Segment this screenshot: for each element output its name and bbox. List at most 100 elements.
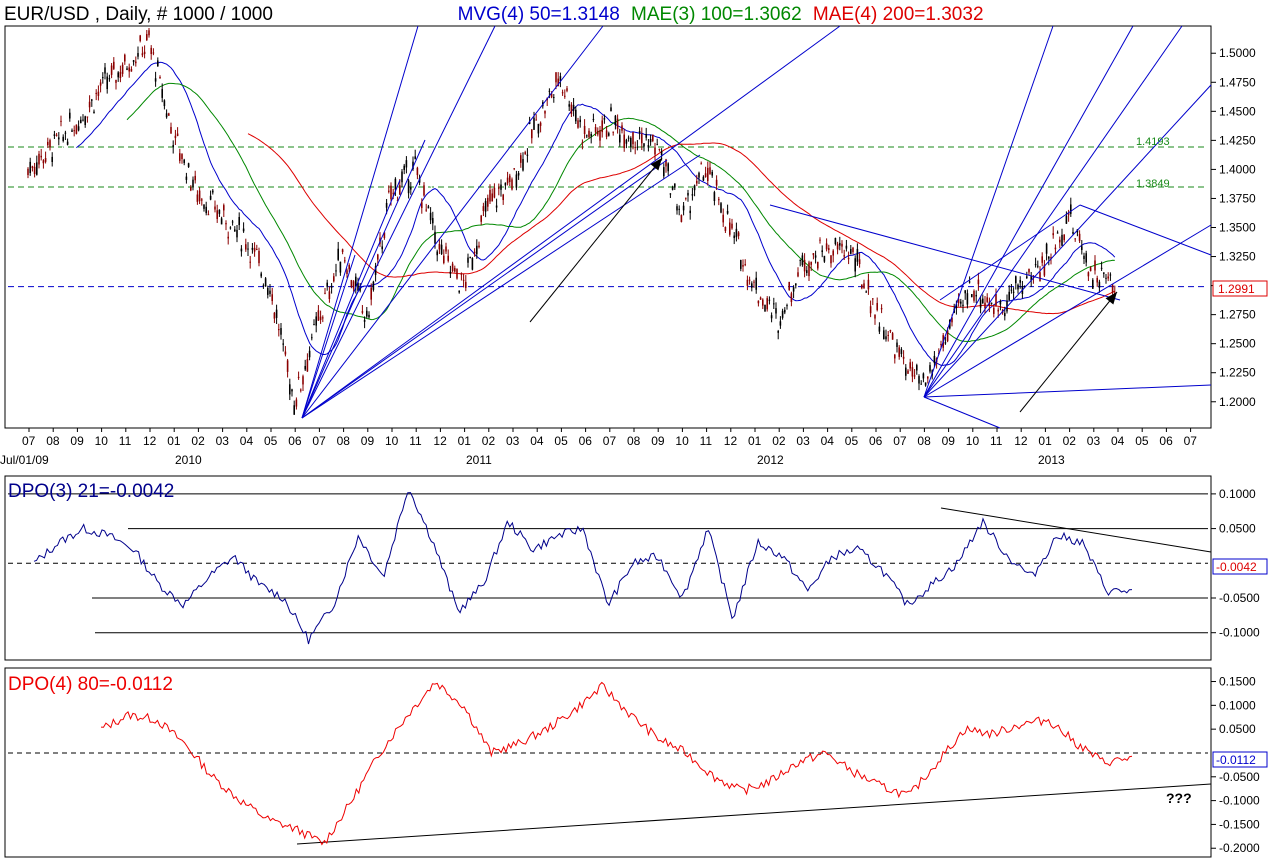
candle-body	[1087, 272, 1090, 277]
candle-body	[110, 65, 113, 75]
candle-body	[528, 121, 531, 125]
candle-body	[240, 248, 243, 252]
fan-line	[301, 25, 419, 419]
candle-body	[966, 293, 969, 305]
candle-body	[482, 206, 485, 212]
dpo3-tick-label: 0.1000	[1219, 487, 1256, 501]
candle-body	[817, 261, 819, 269]
fan-line	[301, 159, 668, 419]
legend-mae3: MAE(3) 100=1.3062	[631, 4, 802, 25]
candle-body	[337, 248, 339, 260]
month-tick-label: 01	[1038, 434, 1052, 448]
candle-body	[214, 206, 216, 210]
candle-body	[324, 292, 326, 294]
candle-body	[592, 118, 595, 121]
candle-body	[445, 246, 447, 252]
candle-body	[478, 245, 480, 248]
candle-body	[132, 60, 135, 62]
candle-body	[104, 67, 106, 74]
candle-body	[489, 189, 491, 202]
month-tick-label: 02	[482, 434, 496, 448]
candle-body	[905, 367, 907, 376]
candle-body	[146, 34, 148, 41]
candle-body	[779, 321, 782, 326]
candle-body	[27, 168, 29, 175]
candle-body	[1008, 291, 1010, 300]
candle-body	[1054, 247, 1057, 250]
dpo4-tick-label: 0.0500	[1219, 722, 1256, 736]
candle-body	[649, 139, 652, 143]
candle-body	[718, 199, 720, 201]
candle-body	[476, 245, 478, 255]
candle-body	[867, 279, 870, 290]
dpo3-value-label: -0.0042	[1216, 560, 1257, 574]
candle-body	[537, 123, 540, 134]
candle-body	[612, 131, 614, 133]
candle-body	[524, 152, 526, 154]
month-tick-label: 11	[700, 434, 713, 448]
candle-body	[872, 298, 874, 300]
candle-body	[209, 195, 212, 200]
dpo3-panel	[4, 475, 1212, 661]
candle-body	[306, 359, 309, 372]
candle-body	[286, 360, 289, 372]
candle-body	[82, 119, 84, 121]
candle-body	[988, 301, 991, 307]
candle-body	[995, 293, 997, 306]
candle-body	[808, 262, 810, 277]
candle-body	[641, 133, 643, 144]
month-tick-label: 09	[942, 434, 956, 448]
candle-body	[141, 53, 144, 56]
candle-body	[275, 309, 278, 318]
candle-body	[979, 299, 982, 308]
candle-body	[480, 215, 482, 222]
candle-body	[361, 311, 364, 313]
candle-body	[128, 67, 130, 72]
dpo4-line	[100, 681, 1133, 846]
candle-body	[993, 307, 995, 314]
candle-body	[533, 117, 535, 130]
candle-body	[746, 279, 749, 286]
candle-body	[1089, 267, 1092, 272]
price-tick-label: 1.4500	[1219, 104, 1256, 118]
candle-body	[781, 310, 784, 318]
dpo3-value-box	[1212, 558, 1268, 575]
candle-body	[825, 243, 828, 250]
candle-body	[170, 126, 172, 134]
candle-body	[654, 147, 656, 155]
candle-body	[810, 261, 812, 265]
candle-body	[568, 104, 570, 107]
candle-body	[689, 210, 691, 214]
legend-mae4: MAE(4) 200=1.3032	[813, 4, 984, 25]
candle-body	[883, 330, 885, 340]
time-axis: 07 08 09 10 11 12 01 02 03 04 05 06 07 08 09 10 11 12 01 02…	[0, 428, 1197, 467]
candle-body	[357, 282, 359, 291]
candle-body	[394, 178, 397, 190]
candle-body	[929, 365, 931, 372]
candle-body	[856, 248, 859, 262]
candle-body	[638, 130, 641, 133]
candle-body	[506, 177, 509, 184]
candle-body	[42, 160, 45, 164]
candle-body	[999, 300, 1002, 305]
candle-body	[634, 146, 636, 148]
candle-body	[333, 276, 335, 282]
candle-body	[621, 125, 623, 131]
candle-body	[495, 205, 498, 208]
candle-body	[647, 145, 650, 148]
candle-body	[471, 258, 474, 270]
candle-body	[412, 161, 414, 170]
arrow-2011-head	[650, 158, 662, 171]
candle-body	[955, 304, 958, 309]
candle-body	[493, 187, 496, 198]
candle-body	[418, 177, 421, 183]
price-tick-label: 1.2000	[1219, 395, 1256, 409]
candle-body	[748, 279, 751, 281]
month-tick-label: 12	[724, 434, 738, 448]
candle-body	[403, 165, 405, 170]
candle-body	[278, 329, 280, 331]
candle-body	[49, 140, 51, 148]
price-tick-label: 1.5000	[1219, 46, 1256, 60]
candle-body	[491, 193, 493, 202]
candle-body	[229, 227, 232, 229]
